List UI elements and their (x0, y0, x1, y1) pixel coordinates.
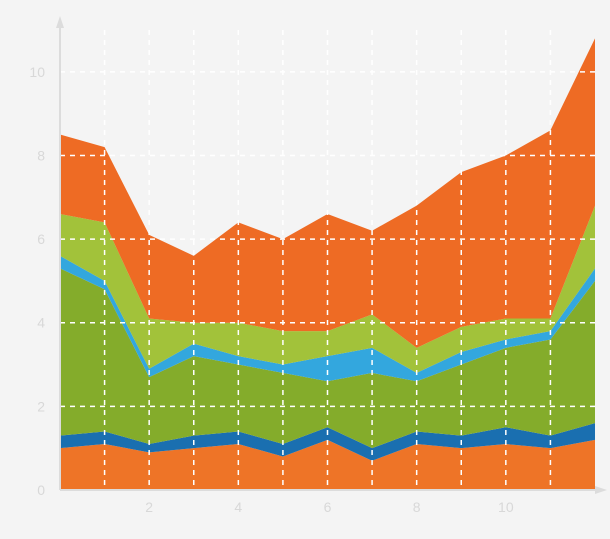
y-tick-label: 0 (37, 482, 45, 498)
y-tick-label: 6 (37, 231, 45, 247)
x-tick-label: 6 (324, 499, 332, 515)
x-tick-label: 4 (234, 499, 242, 515)
x-tick-label: 2 (145, 499, 153, 515)
y-tick-label: 8 (37, 147, 45, 163)
y-tick-label: 2 (37, 398, 45, 414)
y-tick-label: 10 (29, 64, 45, 80)
area-chart: 0 2 4 6 8 10 2 4 6 8 10 (0, 0, 610, 539)
chart-svg: 0 2 4 6 8 10 2 4 6 8 10 (0, 0, 610, 539)
y-tick-label: 4 (37, 315, 45, 331)
x-tick-label: 10 (498, 499, 514, 515)
x-tick-label: 8 (413, 499, 421, 515)
